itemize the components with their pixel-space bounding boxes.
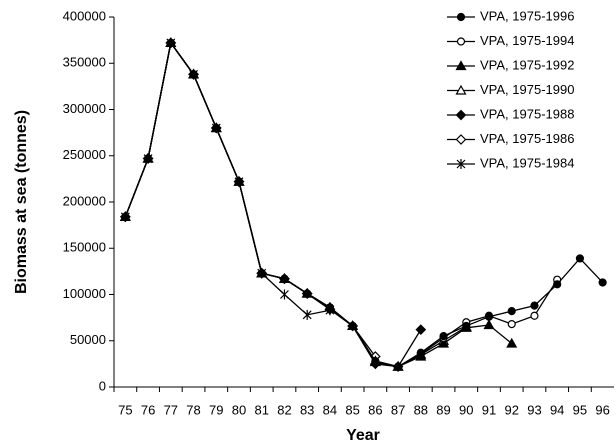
marker [189, 70, 198, 79]
marker [455, 84, 467, 95]
legend-label: VPA, 1975-1994 [480, 33, 574, 48]
y-tick-label: 100000 [63, 286, 106, 301]
legend-label: VPA, 1975-1988 [480, 106, 574, 121]
x-tick-label: 85 [345, 402, 359, 417]
marker [212, 123, 221, 133]
marker [393, 362, 403, 371]
marker [507, 320, 516, 329]
marker [325, 303, 335, 312]
series-line [124, 41, 331, 316]
y-tick-label: 400000 [63, 8, 106, 23]
series-line [124, 41, 467, 368]
x-tick-label: 76 [141, 402, 155, 417]
series-line [124, 41, 422, 368]
y-tick-label: 350000 [63, 55, 106, 70]
marker [455, 134, 467, 145]
legend-label: VPA, 1975-1996 [480, 8, 574, 23]
marker [303, 289, 312, 298]
y-tick-label: 200000 [63, 193, 106, 208]
marker [234, 177, 244, 186]
marker [439, 332, 448, 341]
marker [575, 254, 585, 263]
marker [302, 309, 312, 320]
marker [456, 159, 466, 169]
y-tick-label: 250000 [63, 147, 106, 162]
x-tick-label: 87 [391, 402, 405, 417]
marker [598, 278, 607, 287]
y-axis-label: Biomass at sea (tonnes) [13, 110, 30, 294]
legend-label: VPA, 1975-1992 [480, 57, 574, 72]
x-tick-label: 84 [323, 402, 337, 417]
x-tick-label: 81 [254, 402, 268, 417]
marker [166, 38, 175, 48]
legend-label: VPA, 1975-1986 [480, 131, 574, 146]
marker [530, 301, 539, 310]
marker [530, 311, 539, 320]
x-tick-label: 77 [164, 402, 178, 417]
legend-label: VPA, 1975-1990 [480, 82, 574, 97]
marker [506, 337, 518, 348]
legend-label: VPA, 1975-1984 [480, 155, 574, 170]
marker [455, 109, 467, 121]
marker [416, 348, 425, 357]
x-tick-label: 75 [118, 402, 132, 417]
marker [371, 357, 380, 367]
marker [462, 321, 471, 331]
marker [456, 12, 466, 22]
marker [438, 337, 450, 348]
y-tick-label: 0 [99, 378, 106, 393]
marker [483, 319, 495, 330]
y-tick-label: 150000 [63, 240, 106, 255]
marker [415, 324, 427, 335]
y-tick-label: 50000 [70, 332, 106, 347]
x-tick-label: 80 [232, 402, 246, 417]
marker [143, 154, 153, 163]
marker [257, 269, 266, 278]
marker [280, 274, 289, 283]
marker [507, 307, 516, 316]
y-tick-label: 300000 [63, 101, 106, 116]
series-line [124, 41, 376, 357]
x-tick-label: 93 [527, 402, 541, 417]
x-tick-label: 89 [436, 402, 450, 417]
x-tick-label: 90 [459, 402, 473, 417]
marker [553, 280, 562, 289]
marker [348, 321, 357, 331]
x-axis-label: Year [346, 427, 380, 444]
x-tick-label: 86 [368, 402, 382, 417]
x-tick-label: 96 [595, 402, 609, 417]
x-tick-label: 91 [482, 402, 496, 417]
marker [456, 37, 466, 46]
x-tick-label: 82 [277, 402, 291, 417]
series-line [124, 41, 604, 368]
marker [121, 212, 130, 221]
x-tick-label: 78 [186, 402, 200, 417]
x-tick-label: 83 [300, 402, 314, 417]
marker [484, 312, 494, 321]
x-tick-label: 79 [209, 402, 223, 417]
marker [455, 60, 467, 71]
x-tick-label: 94 [550, 402, 564, 417]
series-line [124, 41, 513, 368]
x-tick-label: 88 [414, 402, 428, 417]
marker [280, 289, 289, 300]
x-tick-label: 95 [573, 402, 587, 417]
x-tick-label: 92 [504, 402, 518, 417]
